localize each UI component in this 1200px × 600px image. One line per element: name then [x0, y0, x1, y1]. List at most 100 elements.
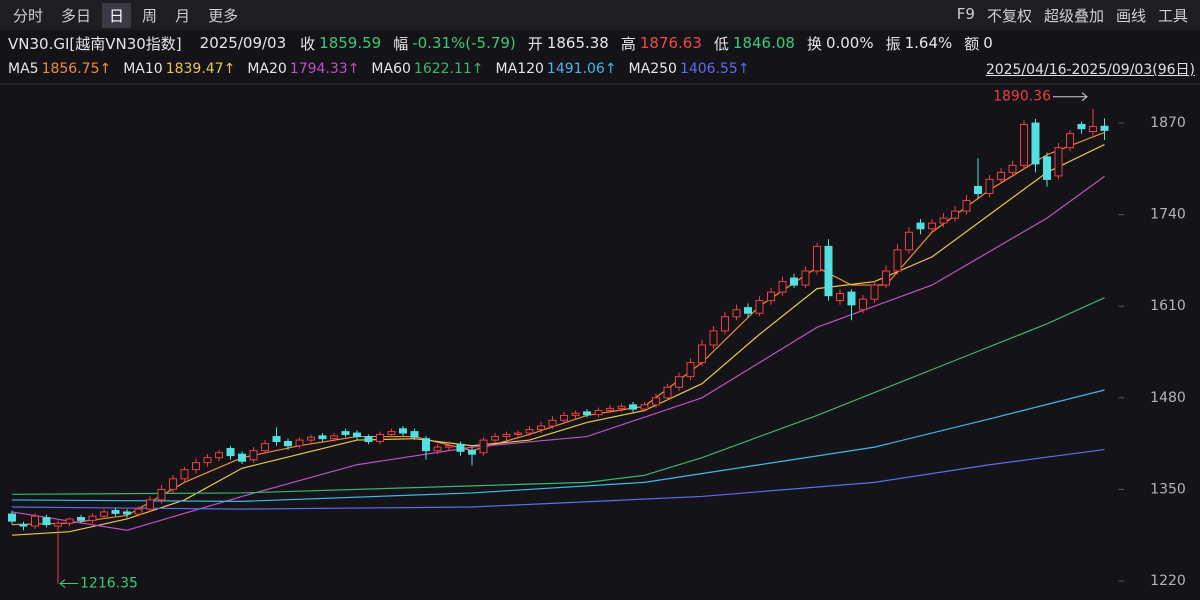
field-label: 高 [620, 34, 636, 53]
candle-body [525, 429, 534, 434]
candle-body [882, 270, 890, 286]
candle-body [272, 436, 281, 442]
candle-body [376, 433, 384, 442]
candle-body [157, 488, 166, 501]
candle-body [468, 450, 476, 455]
candle-body [686, 362, 695, 378]
tab[interactable]: 日 [102, 2, 132, 28]
tabs: 分时 多日日周月更多 [0, 2, 249, 28]
candle-body [341, 431, 350, 435]
candle-body [261, 443, 269, 452]
tab[interactable]: 分时 [13, 6, 44, 25]
candle-body [353, 432, 361, 438]
field-value: 1.64% [904, 34, 953, 52]
tool[interactable]: F9 [956, 4, 975, 23]
candle-body [790, 277, 798, 286]
candle-body [698, 344, 706, 364]
legend-name: MA20 [247, 61, 287, 77]
candle-body [88, 515, 97, 521]
candle-body [1077, 123, 1086, 130]
candle-body [974, 185, 982, 194]
field-label: 开 [527, 34, 543, 53]
field-label: 幅 [393, 34, 409, 53]
candle-body [31, 515, 39, 527]
tab[interactable]: 多日 [61, 6, 92, 25]
legend-value: 1856.75↑ [41, 61, 112, 77]
candle-body [54, 522, 62, 527]
field-value: 1859.59 [319, 34, 382, 52]
ma-line [11, 144, 1105, 536]
candle-body [514, 432, 522, 435]
field-label: 换 [806, 34, 822, 53]
candle-body [951, 210, 959, 219]
legend-name: MA120 [495, 61, 544, 77]
candle-body [594, 409, 603, 416]
legend-value: 1491.06↑ [546, 61, 617, 77]
candle-body [652, 397, 660, 406]
candle-body [606, 407, 614, 411]
y-tick-label: 1350 [1150, 481, 1186, 497]
candle-body [8, 513, 16, 522]
tab[interactable]: 更多 [208, 6, 239, 25]
candle-body [169, 478, 177, 490]
candle-body [146, 499, 154, 510]
candle-body [709, 330, 718, 346]
candle-body [928, 222, 936, 230]
field-value: 0 [983, 34, 993, 52]
candle-body [422, 438, 430, 452]
candle-body [548, 419, 557, 427]
candle-body [893, 249, 902, 272]
candle-body [65, 518, 74, 524]
symbol: VN30.GI[越南VN30指数] [8, 34, 182, 53]
candle-body [364, 436, 373, 442]
candle-body [744, 307, 752, 314]
tool[interactable]: 工具 [1157, 6, 1188, 25]
min-arrow [59, 579, 78, 588]
candle-body [836, 293, 844, 302]
candle-body [445, 445, 453, 448]
ma-legend: MA5 1856.75↑ MA10 1839.47↑ MA20 1794.33↑ MA60 1… [0, 56, 1200, 82]
field-value: -0.31%(-5.79) [412, 34, 516, 52]
candle-body [1008, 164, 1017, 173]
tool[interactable]: 画线 [1115, 6, 1146, 25]
candle-body [433, 446, 442, 452]
candle-body [456, 443, 465, 452]
candle-body [238, 453, 246, 462]
candle-body [134, 508, 143, 515]
tool[interactable]: 超级叠加 [1043, 6, 1104, 25]
min-label: 1216.35 [80, 576, 138, 592]
y-tick-label: 1610 [1150, 298, 1186, 314]
ma-line [11, 175, 1105, 531]
candle-body [859, 298, 867, 311]
tab[interactable]: 月 [175, 6, 191, 25]
date-range[interactable]: 2025/04/16-2025/09/03(96日) [985, 62, 1195, 78]
max-label: 1890.36 [993, 89, 1051, 105]
candle-body [571, 412, 580, 416]
candle-body [77, 517, 85, 521]
field-value: 1876.63 [639, 34, 702, 52]
tab[interactable]: 周 [142, 6, 158, 25]
field-value: 0.00% [825, 34, 874, 52]
candle-body [1054, 147, 1063, 177]
candle-body [617, 405, 626, 409]
candle-body [19, 524, 28, 527]
y-tick-label: 1480 [1150, 390, 1186, 406]
candle-body [226, 448, 235, 457]
candle-body [42, 517, 51, 526]
candle-body [629, 404, 637, 410]
max-arrow [1053, 92, 1088, 102]
field-label: 收 [300, 34, 316, 53]
candle-body [675, 376, 683, 388]
candle-body [778, 281, 787, 293]
legend-name: MA60 [371, 61, 411, 77]
candle-body [721, 316, 729, 332]
legend-value: 1839.47↑ [165, 61, 236, 77]
ma-line [11, 297, 1105, 495]
candle-body [318, 435, 327, 440]
candle-body [905, 231, 913, 251]
tool[interactable]: 不复权 [986, 6, 1032, 25]
candle-body [755, 300, 764, 314]
candle-body [1043, 156, 1051, 180]
